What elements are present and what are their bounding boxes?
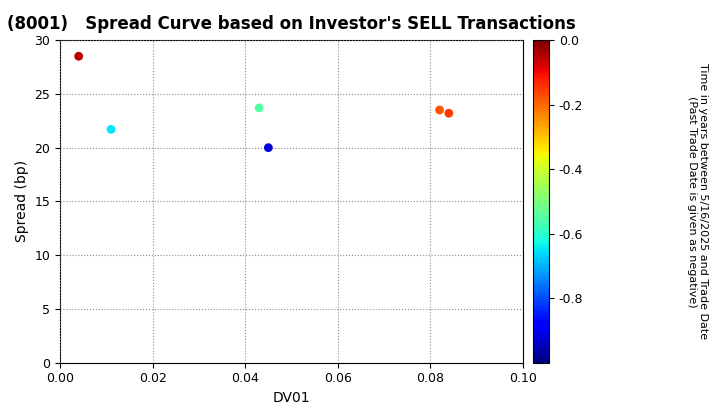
Point xyxy=(253,105,265,111)
Title: (8001)   Spread Curve based on Investor's SELL Transactions: (8001) Spread Curve based on Investor's … xyxy=(7,15,576,33)
Point xyxy=(443,110,454,117)
Point xyxy=(434,107,446,113)
Point xyxy=(73,53,84,60)
Y-axis label: Spread (bp): Spread (bp) xyxy=(15,160,29,242)
Y-axis label: Time in years between 5/16/2025 and Trade Date
(Past Trade Date is given as nega: Time in years between 5/16/2025 and Trad… xyxy=(687,63,708,339)
Point xyxy=(263,144,274,151)
X-axis label: DV01: DV01 xyxy=(273,391,310,405)
Point xyxy=(105,126,117,133)
